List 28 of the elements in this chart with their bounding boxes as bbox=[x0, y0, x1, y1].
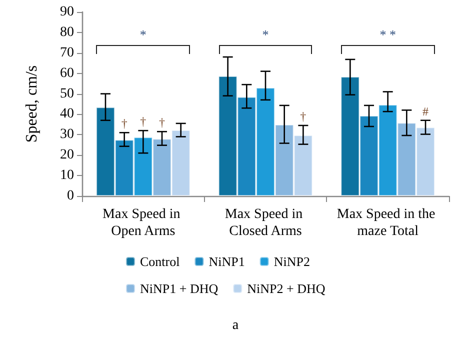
data-label: † bbox=[121, 116, 128, 131]
legend-label: NiNP2 bbox=[274, 254, 310, 269]
y-tick-label: 0 bbox=[67, 188, 74, 204]
legend-label: NiNP2 + DHQ bbox=[247, 281, 326, 296]
data-label: † bbox=[300, 109, 306, 124]
legend-label: NiNP1 + DHQ bbox=[140, 281, 219, 296]
x-tick-label: Max Speed in Open Arms bbox=[102, 207, 184, 239]
y-tick-label: 30 bbox=[60, 127, 74, 142]
data-label: † bbox=[140, 114, 146, 129]
y-tick-label: 10 bbox=[60, 168, 74, 184]
legend-label: Control bbox=[140, 254, 180, 269]
y-tick-label: 40 bbox=[60, 106, 74, 122]
y-axis-title: Speed, cm/s bbox=[24, 65, 40, 143]
data-label: † bbox=[159, 116, 166, 130]
legend-label: NiNP1 bbox=[208, 254, 245, 269]
annotation: * bbox=[261, 27, 270, 43]
y-tick-label: 50 bbox=[60, 86, 74, 102]
y-tick-label: 20 bbox=[60, 148, 74, 163]
y-tick-label: 80 bbox=[60, 24, 74, 40]
text: a bbox=[231, 318, 240, 334]
y-tick-label: 90 bbox=[60, 4, 74, 20]
y-tick-label: 60 bbox=[60, 66, 74, 81]
y-tick-label: 70 bbox=[60, 45, 74, 60]
annotation: * bbox=[138, 27, 148, 43]
data-label: # bbox=[422, 104, 429, 118]
annotation: * * bbox=[378, 27, 397, 43]
x-tick-label: Max Speed in Closed Arms bbox=[224, 207, 306, 239]
x-tick-label: Max Speed in the maze Total bbox=[336, 207, 439, 239]
